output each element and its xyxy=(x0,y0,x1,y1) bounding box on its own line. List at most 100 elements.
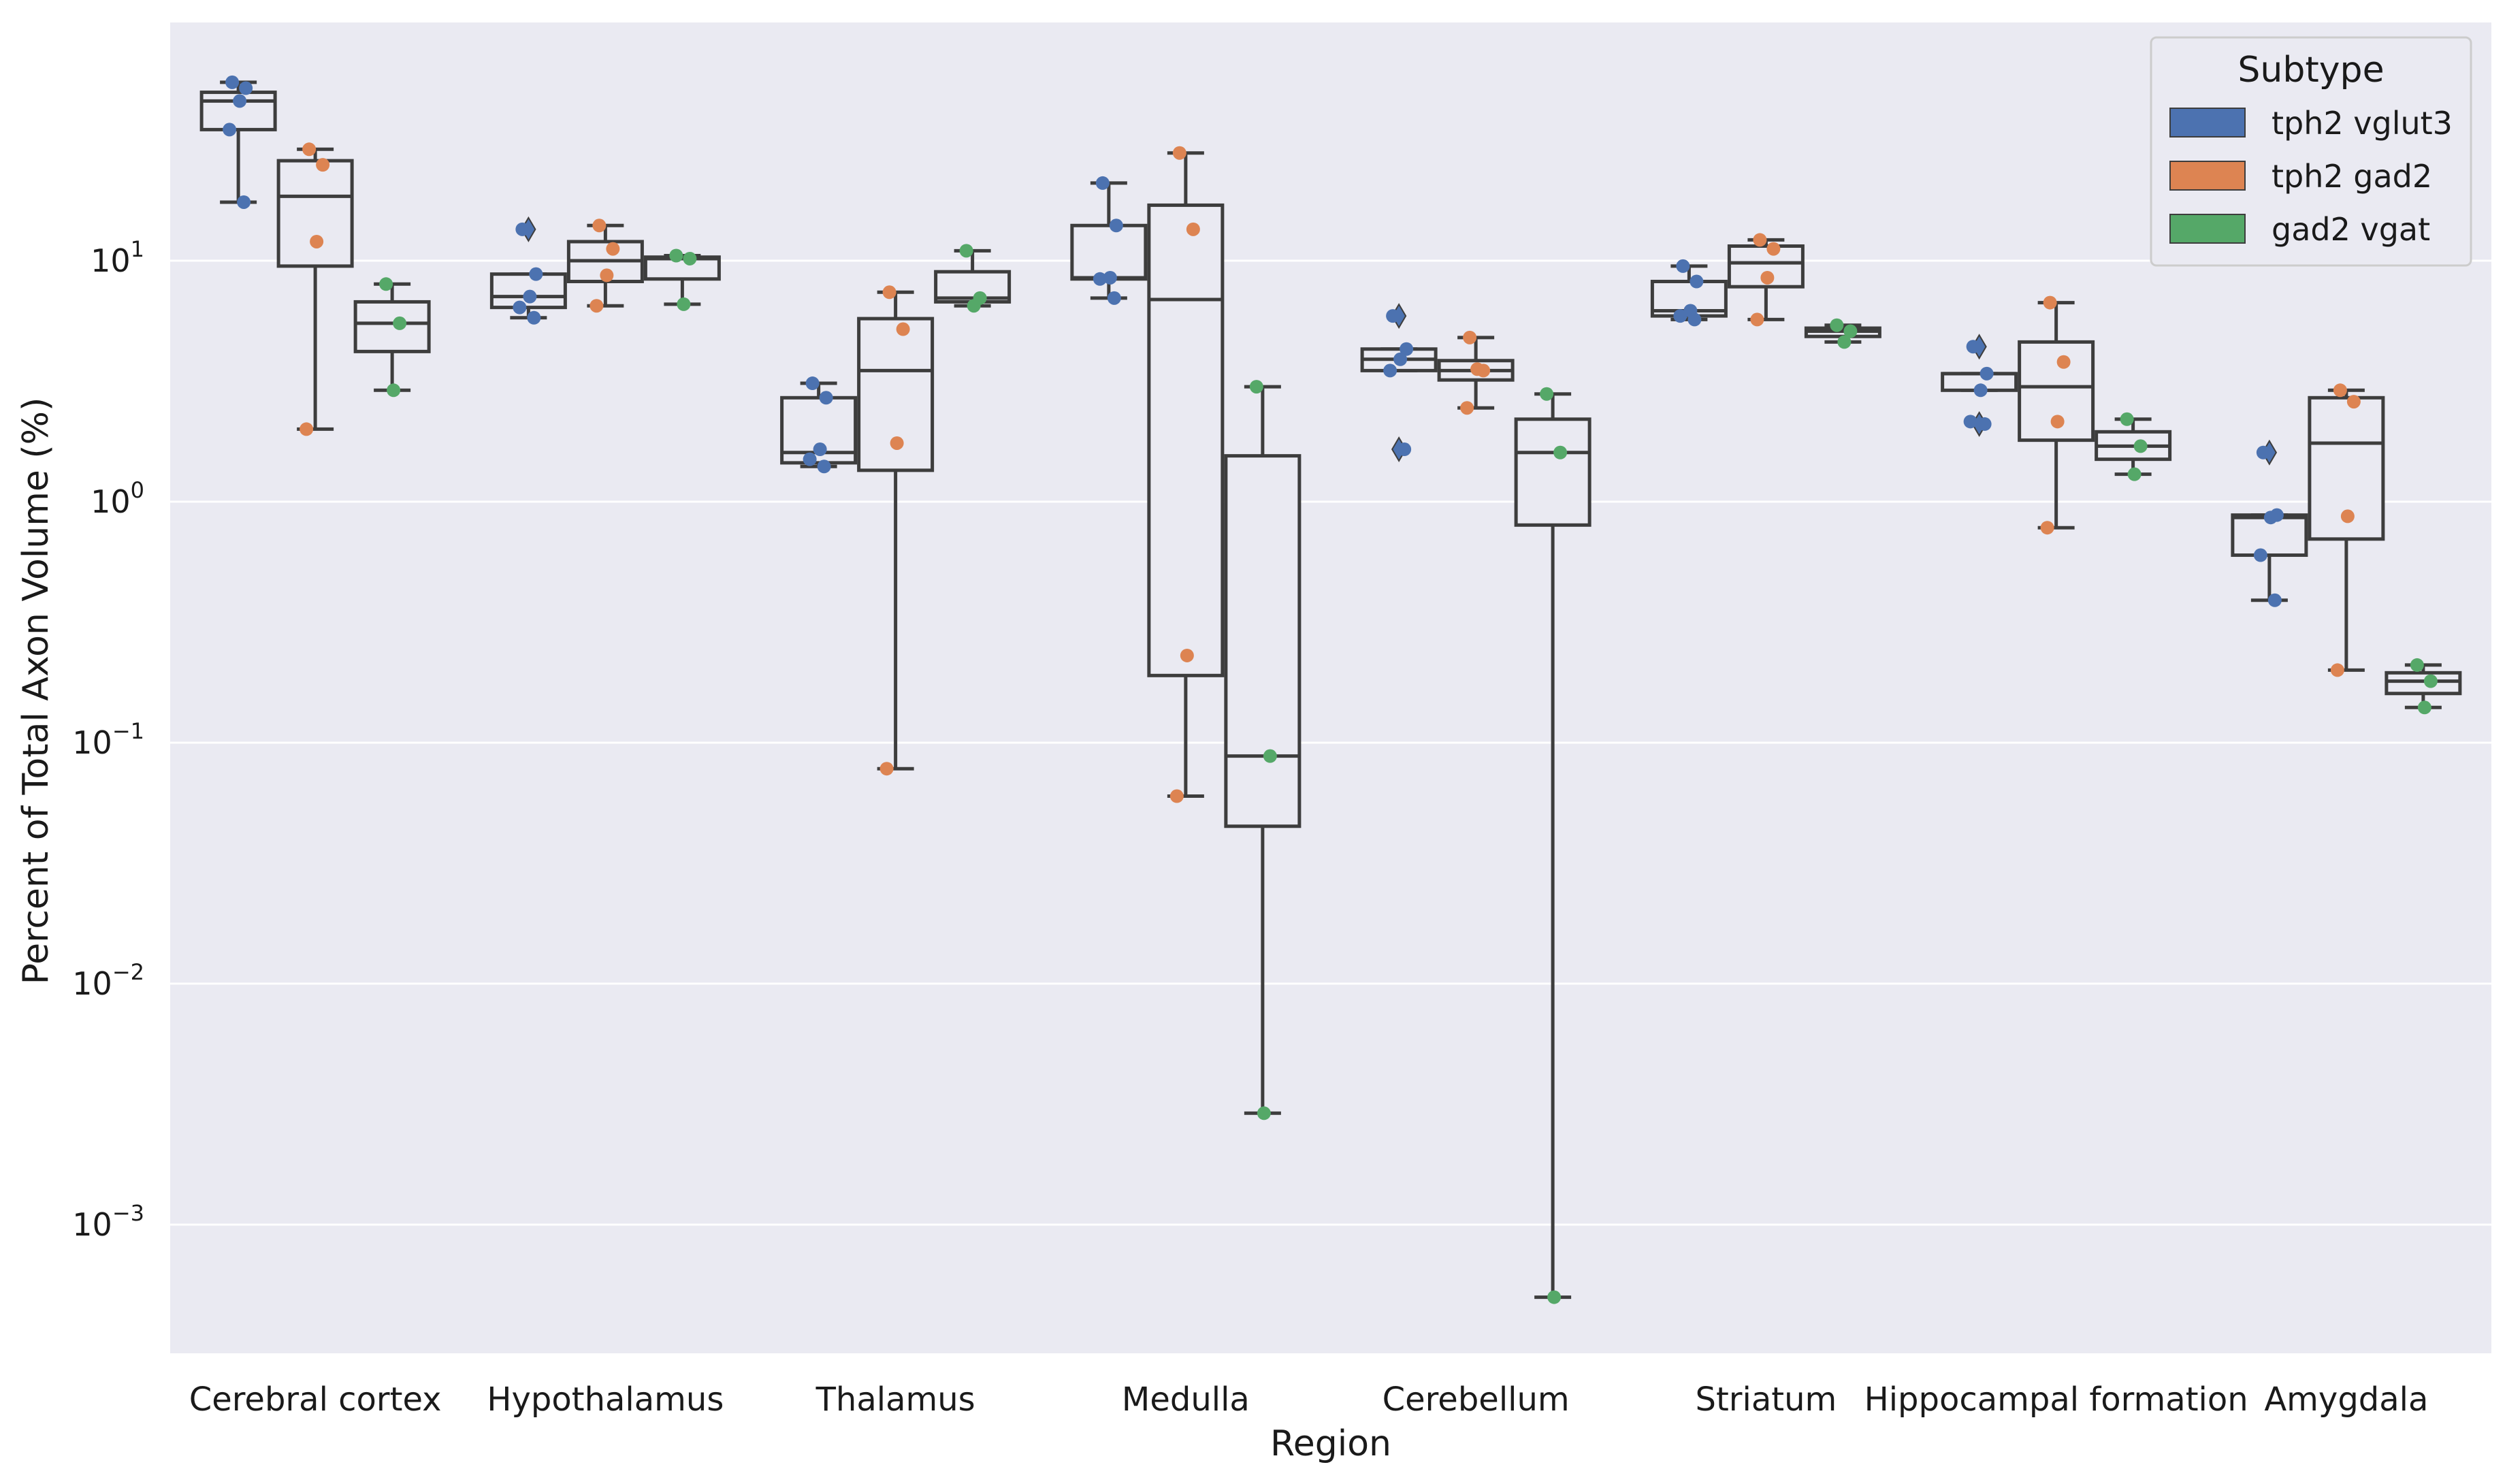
data-point xyxy=(1966,340,1980,354)
data-point xyxy=(1257,1106,1271,1120)
data-point xyxy=(1973,383,1988,398)
x-axis-label: Region xyxy=(1270,1423,1391,1464)
data-point xyxy=(606,242,620,256)
data-point xyxy=(1400,342,1414,356)
data-point xyxy=(813,442,827,457)
data-point xyxy=(1843,324,1858,338)
box-iqr xyxy=(1727,244,1805,289)
gridlines xyxy=(170,259,2491,1226)
box-iqr xyxy=(1224,454,1302,828)
data-point xyxy=(310,234,324,248)
data-point xyxy=(513,300,527,314)
data-point xyxy=(1830,318,1844,332)
data-point xyxy=(967,299,981,313)
data-point xyxy=(2410,658,2424,672)
data-point xyxy=(1463,330,1477,344)
data-point xyxy=(1103,270,1117,285)
legend-label: gad2 vgat xyxy=(2272,211,2430,248)
box-iqr xyxy=(643,255,721,281)
data-point xyxy=(515,222,530,236)
box-iqr xyxy=(1514,417,1591,527)
data-point xyxy=(1460,401,1474,415)
data-point xyxy=(1186,222,1200,236)
data-point xyxy=(1393,352,1408,366)
data-point xyxy=(2417,700,2431,715)
data-point xyxy=(1470,362,1485,376)
y-axis-label: Percent of Total Axon Volume (%) xyxy=(16,398,56,985)
data-point xyxy=(1690,274,1704,289)
data-point xyxy=(1386,309,1400,323)
data-point xyxy=(2133,439,2148,453)
data-point xyxy=(1249,380,1263,394)
data-point xyxy=(527,310,541,325)
box-1-3 xyxy=(1147,151,1225,799)
legend-title: Subtype xyxy=(2237,50,2384,91)
y-tick-label: 10−1 xyxy=(72,718,144,761)
data-point xyxy=(592,219,607,233)
box-1-0 xyxy=(276,147,354,431)
plot-background xyxy=(170,22,2491,1353)
legend-frame xyxy=(2150,36,2472,267)
box-2-3 xyxy=(1224,385,1302,1115)
data-point xyxy=(2040,521,2054,535)
data-point xyxy=(239,81,253,95)
data-point xyxy=(1676,259,1690,273)
data-point xyxy=(677,297,691,311)
data-point xyxy=(1963,415,1977,429)
data-point xyxy=(959,244,973,258)
data-point xyxy=(1107,291,1121,305)
box-2-2 xyxy=(934,248,1012,308)
box-iqr xyxy=(353,300,431,353)
box-iqr xyxy=(276,159,354,268)
data-point xyxy=(1169,789,1184,803)
data-point xyxy=(1172,146,1186,160)
legend-swatch xyxy=(2169,161,2246,191)
data-point xyxy=(882,285,896,300)
box-iqr xyxy=(1147,203,1225,677)
data-point xyxy=(2267,593,2282,607)
data-point xyxy=(529,267,543,281)
data-point xyxy=(1979,366,1994,381)
x-tick-label: Hypothalamus xyxy=(487,1381,724,1419)
data-point xyxy=(2120,412,2134,426)
y-tick-label: 10−2 xyxy=(72,959,144,1002)
data-point xyxy=(223,123,237,137)
x-tick-label: Cerebral cortex xyxy=(189,1381,442,1419)
data-point xyxy=(2423,674,2438,688)
data-point xyxy=(233,94,247,108)
x-tick-labels: Cerebral cortex Hypothalamus Thalamus Medul… xyxy=(189,1381,2429,1419)
data-point xyxy=(237,195,251,209)
box-iqr xyxy=(2385,671,2462,696)
data-point xyxy=(1837,335,1852,349)
data-point xyxy=(1093,272,1107,286)
box-iqr xyxy=(2018,340,2095,442)
data-point xyxy=(1095,176,1110,190)
x-tick-label: Thalamus xyxy=(815,1381,975,1419)
data-point xyxy=(2056,355,2071,369)
data-point xyxy=(1263,749,1277,763)
legend-label: tph2 gad2 xyxy=(2272,158,2432,195)
data-point xyxy=(2330,663,2344,677)
data-point xyxy=(1977,417,1992,431)
data-point xyxy=(819,391,833,405)
data-point xyxy=(2256,445,2270,459)
legend-label: tph2 vglut3 xyxy=(2272,105,2453,142)
data-point xyxy=(669,248,683,263)
data-point xyxy=(316,158,330,172)
data-point xyxy=(225,75,240,89)
data-point xyxy=(2127,467,2142,481)
legend-items: tph2 vglut3 tph2 gad2 gad2 vgat xyxy=(2169,105,2453,248)
data-point xyxy=(1397,442,1412,457)
box-iqr xyxy=(1070,223,1148,281)
x-tick-label: Medulla xyxy=(1122,1381,1250,1419)
data-point xyxy=(2050,415,2065,429)
data-point xyxy=(683,251,697,265)
x-tick-label: Hippocampal formation xyxy=(1864,1381,2248,1419)
data-point xyxy=(300,422,314,436)
data-point xyxy=(600,268,614,283)
y-tick-label: 100 xyxy=(91,477,144,520)
legend-swatch xyxy=(2169,108,2246,138)
data-point xyxy=(2346,395,2361,409)
data-point xyxy=(803,452,817,466)
y-tick-label: 10−3 xyxy=(72,1200,144,1243)
